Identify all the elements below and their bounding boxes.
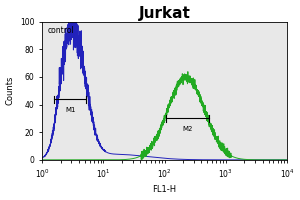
X-axis label: FL1-H: FL1-H — [153, 185, 177, 194]
Y-axis label: Counts: Counts — [6, 76, 15, 105]
Text: M2: M2 — [182, 126, 193, 132]
Text: M1: M1 — [65, 107, 76, 113]
Title: Jurkat: Jurkat — [139, 6, 190, 21]
Text: control: control — [47, 26, 74, 35]
